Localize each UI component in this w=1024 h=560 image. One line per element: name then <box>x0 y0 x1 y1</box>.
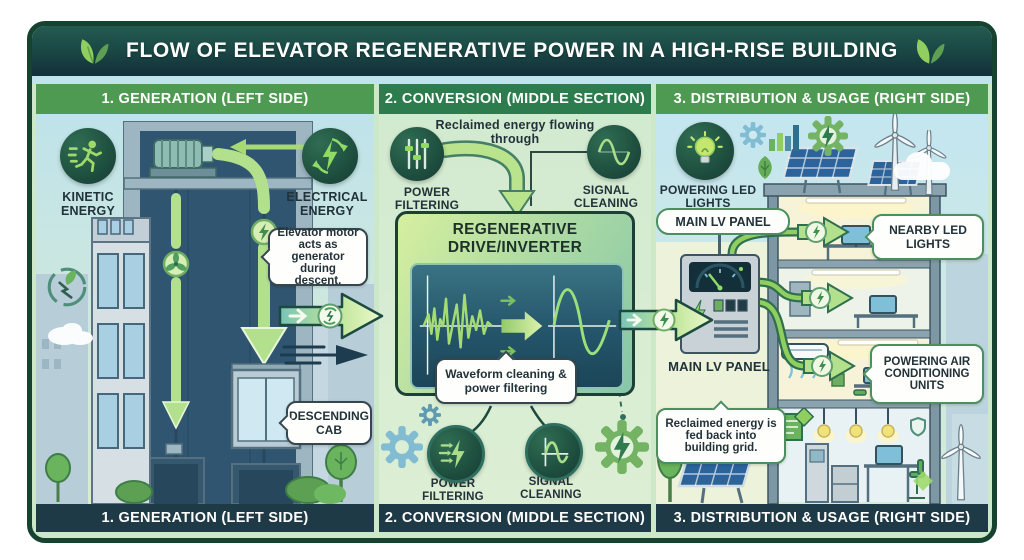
powering-led-label: POWERING LED LIGHTS <box>659 183 757 211</box>
tag-connector-line <box>718 235 721 255</box>
electrical-energy-label: ELECTRICAL ENERGY <box>286 190 368 218</box>
waveform-note-bubble: Waveform cleaning & power filtering <box>435 358 577 404</box>
leaf-icon <box>758 156 772 179</box>
descending-cab-bubble: DESCENDING CAB <box>286 401 372 445</box>
leaf-icon <box>80 39 109 64</box>
header-divider-strip <box>32 76 992 84</box>
distribution-panel: POWERING LED LIGHTS MAIN LV PANEL <box>656 114 988 504</box>
main-lv-panel-label: MAIN LV PANEL <box>668 359 770 374</box>
infographic-frame: FLOW OF ELEVATOR REGENERATIVE POWER IN A… <box>27 21 997 543</box>
section-header-conversion: 2. CONVERSION (MIDDLE SECTION) <box>379 84 651 114</box>
power-filtering-label-top: POWER FILTERING <box>394 185 460 213</box>
signal-cleaning-icon-bottom <box>525 423 583 481</box>
gear-lightning-icon <box>808 116 848 156</box>
bar-chart-icon <box>769 125 799 151</box>
conversion-panel: Reclaimed energy flowing through POWER F… <box>379 114 651 504</box>
main-lv-panel-tag: MAIN LV PANEL <box>656 208 790 235</box>
eco-energy-icon <box>47 267 87 307</box>
kinetic-energy-icon <box>60 128 116 184</box>
flow-arrow-generation-to-conversion <box>278 292 384 340</box>
signal-cleaning-icon-top <box>587 125 641 179</box>
gear-lightning-icon <box>595 420 649 474</box>
cloud <box>894 152 950 180</box>
fan-icon <box>162 250 190 278</box>
content-area: KINETIC ENERGY ELECTRICAL ENERGY Ele <box>32 114 992 504</box>
nearby-led-bubble: NEARBY LED LIGHTS <box>872 214 984 260</box>
drive-title: REGENERATIVE DRIVE/INVERTER <box>447 221 583 256</box>
power-filtering-icon-top <box>390 127 444 181</box>
reclaimed-energy-note: Reclaimed energy flowing through <box>435 118 595 146</box>
conduit-arrows <box>727 216 856 382</box>
kinetic-energy-label: KINETIC ENERGY <box>61 190 115 218</box>
panel-gauge <box>689 262 751 292</box>
speed-arrows-icon <box>280 345 368 365</box>
gear-icon <box>381 426 423 468</box>
section-header-distribution: 3. DISTRIBUTION & USAGE (RIGHT SIDE) <box>656 84 988 114</box>
led-bulb-icon <box>676 122 734 180</box>
section-footer-generation: 1. GENERATION (LEFT SIDE) <box>36 504 374 532</box>
solar-panel-icon <box>781 146 859 194</box>
section-footer-conversion: 2. CONVERSION (MIDDLE SECTION) <box>379 504 651 532</box>
leaf-diamond-icon <box>913 471 933 491</box>
section-footer-distribution: 3. DISTRIBUTION & USAGE (RIGHT SIDE) <box>656 504 988 532</box>
leaf-icon <box>916 39 945 64</box>
wind-turbine-icon <box>941 424 981 501</box>
power-filtering-icon-bottom <box>427 425 485 483</box>
electrical-energy-icon <box>302 128 358 184</box>
gear-icon <box>740 122 766 148</box>
powering-ac-bubble: POWERING AIR CONDITIONING UNITS <box>870 344 984 404</box>
gear-icon-small <box>419 404 441 426</box>
page-title: FLOW OF ELEVATOR REGENERATIVE POWER IN A… <box>126 39 898 62</box>
signal-cleaning-label-top: SIGNAL CLEANING <box>573 183 639 211</box>
panel-controls <box>713 299 748 338</box>
motor-note-bubble: Elevator motor acts as generator during … <box>268 227 368 287</box>
section-header-generation: 1. GENERATION (LEFT SIDE) <box>36 84 374 114</box>
grid-note-bubble: Reclaimed energy is fed back into buildi… <box>656 408 786 464</box>
header: FLOW OF ELEVATOR REGENERATIVE POWER IN A… <box>32 26 992 76</box>
flow-arrow-conversion-to-distribution <box>618 298 714 342</box>
